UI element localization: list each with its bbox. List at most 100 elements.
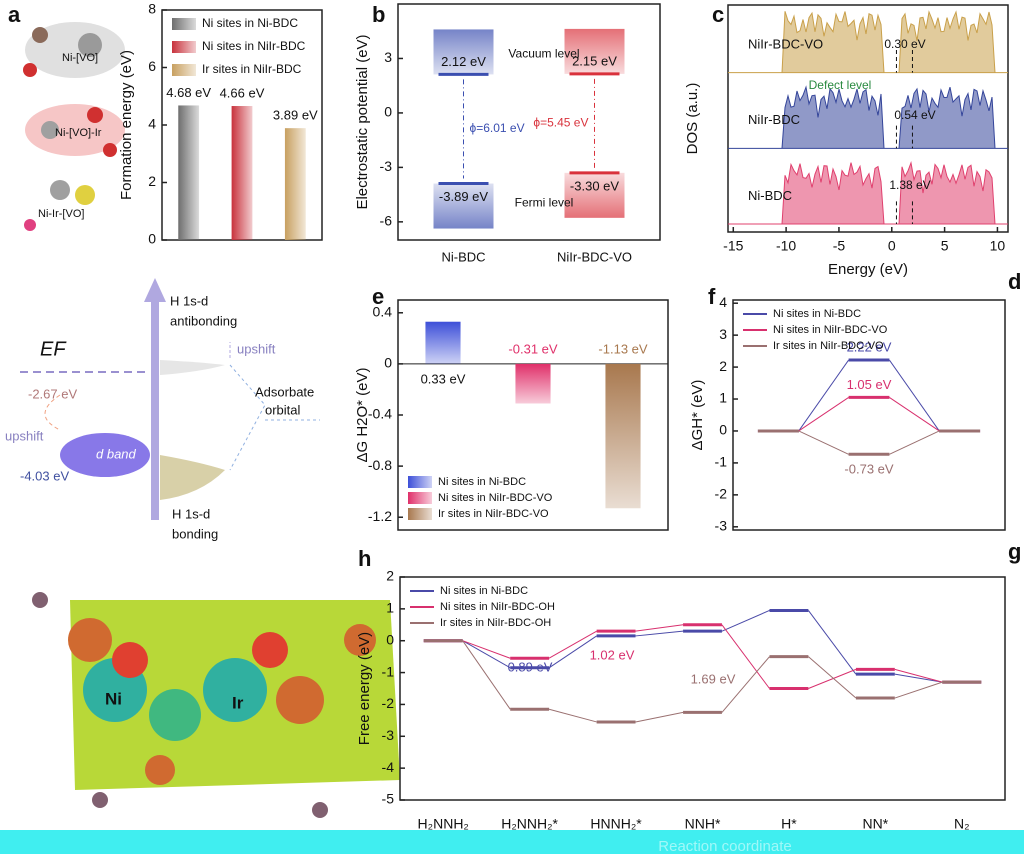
y-tick-label: 6 <box>148 58 156 74</box>
x-tick-label: H₂NNH₂ <box>418 816 469 832</box>
annotation: 0.54 eV <box>894 108 935 122</box>
y-tick-label: 2 <box>386 568 394 584</box>
legend-label: Ir sites in NiIr-BDC <box>202 62 302 76</box>
y-axis-label: Free energy (eV) <box>356 632 373 745</box>
y-tick-label: -6 <box>380 213 393 229</box>
atom-label: Ir <box>232 693 244 712</box>
schematic-label: d band <box>96 446 137 461</box>
value-label: -0.73 eV <box>844 462 893 477</box>
schematic-label: H 1s-d <box>172 506 210 521</box>
schematic-label: bonding <box>172 526 218 541</box>
legend-swatch <box>408 476 432 488</box>
panel-letter: h <box>358 546 371 571</box>
legend-swatch <box>172 18 196 30</box>
connector <box>462 640 511 669</box>
legend-label: Ni sites in NiIr-BDC-VO <box>773 324 888 336</box>
connector <box>807 610 857 675</box>
connector <box>548 708 597 723</box>
connector <box>798 430 849 455</box>
y-tick-label: -1 <box>715 454 728 470</box>
y-tick-label: -0.8 <box>368 457 392 473</box>
y-tick-label: -3 <box>382 727 395 743</box>
connector <box>894 681 943 699</box>
connector <box>798 397 849 432</box>
panel-letter: d <box>1008 269 1021 294</box>
plot-frame <box>399 576 1006 801</box>
bar <box>178 105 200 240</box>
y-axis-label: DOS (a.u.) <box>684 83 701 155</box>
connector <box>894 673 943 683</box>
x-tick-label: -5 <box>833 238 846 254</box>
legend-label: Ni sites in Ni-BDC <box>202 16 298 30</box>
annotation: ϕ=5.45 eV <box>533 116 588 130</box>
connector <box>462 640 511 710</box>
y-tick-label: 0 <box>719 422 727 438</box>
y-tick-label: 0 <box>384 104 392 120</box>
panel-letter: e <box>372 284 384 309</box>
structure-sketches <box>23 22 125 231</box>
y-tick-label: 0 <box>384 355 392 371</box>
annotation: 1.38 eV <box>889 178 930 192</box>
connector <box>548 630 597 659</box>
y-tick-label: -5 <box>382 791 395 807</box>
connector <box>808 668 857 689</box>
series-label: NiIr-BDC-VO <box>748 36 823 51</box>
x-tick-label: NNH* <box>685 816 721 832</box>
x-tick-label: Ni-BDC <box>441 249 485 264</box>
y-tick-label: -3 <box>715 518 728 534</box>
structure-label: Ni-[VO] <box>62 52 98 64</box>
series-label: NiIr-BDC <box>748 112 800 127</box>
bottom-band <box>0 830 1024 854</box>
plot-frame <box>727 4 1009 233</box>
y-axis-label: ΔGH* (eV) <box>689 380 706 451</box>
value-label: 1.05 eV <box>847 377 892 392</box>
legend-swatch <box>172 41 196 53</box>
value-label: 2.12 eV <box>441 54 486 69</box>
value-label: -3.30 eV <box>570 178 619 193</box>
y-tick-label: 8 <box>148 1 156 17</box>
y-tick-label: 1 <box>386 600 394 616</box>
connector <box>635 711 684 723</box>
y-tick-label: 2 <box>148 173 156 189</box>
legend-swatch <box>408 492 432 504</box>
legend-swatch <box>408 508 432 520</box>
annotation: ϕ=6.01 eV <box>470 121 525 135</box>
y-tick-label: -0.4 <box>368 406 392 422</box>
connector <box>635 630 684 637</box>
connector <box>548 635 597 669</box>
charge-density-render <box>32 592 400 818</box>
dos-curve <box>728 85 1008 149</box>
y-tick-label: 0.4 <box>373 303 393 319</box>
y-tick-label: -2 <box>715 486 728 502</box>
connector <box>721 609 770 632</box>
schematic-label: orbital <box>265 402 301 417</box>
connector <box>894 668 943 683</box>
schematic-label: H 1s-d <box>170 293 208 308</box>
bar <box>605 363 641 509</box>
x-tick-label: NN* <box>863 816 889 832</box>
y-tick-label: -1.2 <box>368 508 392 524</box>
panel-letter: c <box>712 2 724 27</box>
atom-label: Ni <box>105 689 122 708</box>
value-label: 3.89 eV <box>273 108 318 123</box>
y-tick-label: 2 <box>719 358 727 374</box>
x-tick-label: H₂NNH₂* <box>501 816 558 832</box>
schematic-label: -2.67 eV <box>28 386 77 401</box>
y-tick-label: -4 <box>382 759 395 775</box>
level-name: Vacuum level <box>508 47 579 61</box>
level-box <box>564 28 625 74</box>
level-name: Fermi level <box>515 196 574 210</box>
legend-swatch <box>172 64 196 76</box>
connector <box>635 624 684 632</box>
connector <box>808 656 857 699</box>
annotation: 0.89 eV <box>508 659 553 674</box>
x-axis-label: Reaction coordinate <box>658 838 791 854</box>
schematic <box>20 278 320 520</box>
value-label: 2.15 eV <box>572 53 617 68</box>
value-label: -1.13 eV <box>598 341 647 356</box>
x-tick-label: HNNH₂* <box>590 816 642 832</box>
y-tick-label: 3 <box>719 326 727 342</box>
legend-label: Ni sites in Ni-BDC <box>773 308 861 320</box>
legend-label: Ni sites in NiIr-BDC-VO <box>438 492 553 504</box>
